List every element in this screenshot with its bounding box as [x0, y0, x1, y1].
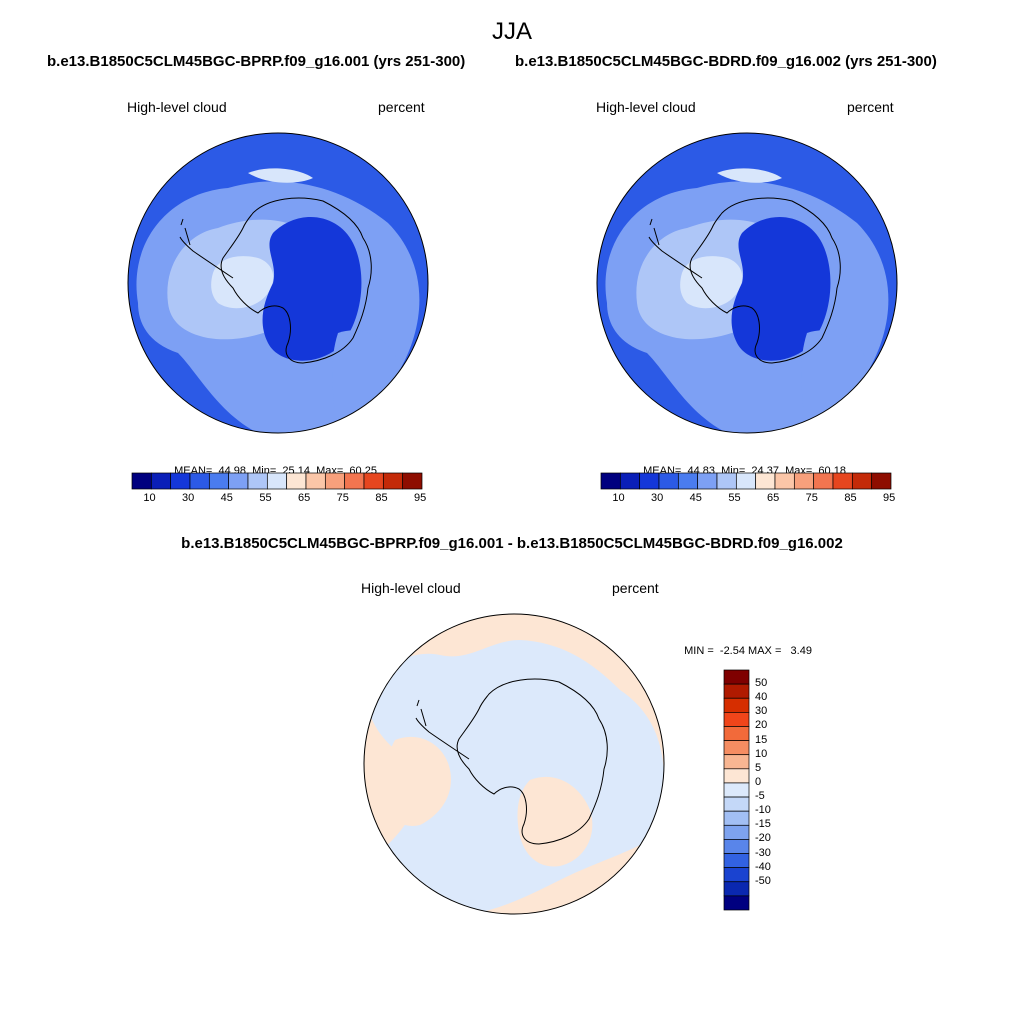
panel-b-colorbar-cell: [716, 472, 737, 490]
panel-a-colorbar-cell: [189, 472, 210, 490]
panel-diff-colorbar-cell: [723, 754, 750, 770]
panel-diff-colorbar-tick-label: -50: [755, 874, 771, 887]
panel-b-colorbar-cell: [871, 472, 892, 490]
panel-b-colorbar-cell: [619, 472, 641, 490]
panel-b-map: [597, 133, 897, 433]
panel-a-colorbar-tick-label: 30: [182, 492, 195, 504]
panel-a-map: [128, 133, 428, 433]
panel-b-colorbar-cell: [813, 472, 834, 490]
panel-b-colorbar-tick-label: 30: [651, 492, 664, 504]
panel-b-colorbar-cell: [755, 472, 776, 490]
panel-diff-colorbar-cell: [723, 895, 750, 911]
panel-b-colorbar-cell: [600, 472, 621, 490]
panel-diff-colorbar-tick-label: 20: [755, 719, 768, 732]
panel-a-colorbar-cell: [150, 472, 172, 490]
panel-a-colorbar-cell: [402, 472, 423, 490]
panel-a-colorbar-cell: [363, 472, 384, 490]
panel-diff-boundary: [363, 613, 665, 915]
panel-a-units: percent: [378, 99, 425, 115]
panel-a-variable: High-level cloud: [127, 99, 227, 115]
panel-b-colorbar: [600, 472, 892, 490]
panel-a-colorbar-cell: [228, 472, 249, 490]
panel-diff-colorbar-cell: [723, 697, 750, 713]
panel-b-colorbar-cell: [851, 472, 873, 490]
panel-a-colorbar-cell: [305, 472, 326, 490]
panel-diff-colorbar-cell: [723, 683, 750, 699]
panel-b-colorbar-cell: [735, 472, 757, 490]
panel-diff-colorbar-tick-label: 10: [755, 747, 768, 760]
panel-b-units: percent: [847, 99, 894, 115]
panel-diff-colorbar-tick-label: -5: [755, 790, 765, 803]
panel-a-colorbar-cell: [286, 472, 307, 490]
panel-b-colorbar-cell: [774, 472, 795, 490]
panel-b-colorbar-cell: [832, 472, 853, 490]
panel-diff-colorbar-tick-label: -20: [755, 832, 771, 845]
panel-a-colorbar: [131, 472, 423, 490]
panel-diff-colorbar-tick-label: -10: [755, 804, 771, 817]
case-a-title: b.e13.B1850C5CLM45BGC-BPRP.f09_g16.001 (…: [47, 53, 466, 70]
panel-diff-colorbar-cell: [723, 782, 750, 798]
panel-a-colorbar-tick-label: 10: [143, 492, 156, 504]
panel-diff-colorbar-cell: [723, 669, 750, 685]
panel-diff-map: [364, 614, 664, 914]
panel-a-colorbar-cell: [266, 472, 288, 490]
panel-b-boundary: [596, 132, 898, 434]
panel-diff-colorbar-tick-label: -40: [755, 860, 771, 873]
panel-diff-colorbar-cell: [723, 768, 750, 784]
panel-diff-colorbar-cell: [723, 712, 750, 727]
panel-a-boundary: [127, 132, 429, 434]
panel-diff-colorbar-tick-label: 15: [755, 733, 768, 746]
panel-b-colorbar-cell: [793, 472, 815, 490]
panel-diff-colorbar-cell: [723, 726, 750, 741]
panel-diff-colorbar-cell: [723, 810, 750, 826]
panel-b-colorbar-cell: [677, 472, 699, 490]
panel-a-colorbar-tick-label: 65: [298, 492, 311, 504]
panel-diff-colorbar: [723, 669, 750, 911]
panel-b-colorbar-cell: [697, 472, 718, 490]
panel-diff-colorbar-cell: [723, 796, 750, 812]
panel-b-colorbar-tick-label: 10: [612, 492, 625, 504]
panel-b-colorbar-tick-label: 65: [767, 492, 780, 504]
panel-diff-colorbar-cell: [723, 839, 750, 854]
panel-b-colorbar-tick-label: 95: [883, 492, 896, 504]
panel-diff-colorbar-tick-label: -15: [755, 818, 771, 831]
panel-b-colorbar-tick-label: 75: [805, 492, 818, 504]
panel-diff-colorbar-tick-label: 0: [755, 775, 762, 788]
panel-diff-colorbar-tick-label: 30: [755, 705, 768, 718]
panel-diff-colorbar-cell: [723, 881, 750, 897]
panel-diff-variable: High-level cloud: [361, 580, 461, 596]
panel-a-colorbar-cell: [208, 472, 230, 490]
case-b-title: b.e13.B1850C5CLM45BGC-BDRD.f09_g16.002 (…: [515, 53, 937, 70]
panel-b-colorbar-tick-label: 85: [844, 492, 857, 504]
panel-a-colorbar-cell: [344, 472, 365, 490]
panel-diff-colorbar-tick-label: 5: [755, 761, 762, 774]
panel-a-colorbar-cell: [382, 472, 404, 490]
panel-a-colorbar-cell: [170, 472, 191, 490]
panel-a-colorbar-cell: [131, 472, 152, 490]
panel-a-colorbar-tick-label: 45: [220, 492, 233, 504]
panel-b-colorbar-tick-label: 45: [689, 492, 702, 504]
panel-diff-colorbar-cell: [723, 867, 750, 883]
panel-a-colorbar-tick-label: 75: [336, 492, 349, 504]
panel-b-variable: High-level cloud: [596, 99, 696, 115]
panel-diff-colorbar-cell: [723, 853, 750, 868]
panel-a-colorbar-cell: [247, 472, 268, 490]
panel-diff-colorbar-tick-label: -30: [755, 846, 771, 859]
panel-a-colorbar-cell: [324, 472, 346, 490]
panel-diff-units: percent: [612, 580, 659, 596]
panel-b-colorbar-cell: [639, 472, 660, 490]
panel-diff-stats: MIN = -2.54 MAX = 3.49: [684, 645, 812, 657]
panel-a-colorbar-tick-label: 85: [375, 492, 388, 504]
panel-diff-colorbar-tick-label: 40: [755, 691, 768, 704]
panel-a-colorbar-tick-label: 55: [259, 492, 272, 504]
difference-title: b.e13.B1850C5CLM45BGC-BPRP.f09_g16.001 -…: [181, 535, 843, 552]
panel-b-colorbar-tick-label: 55: [728, 492, 741, 504]
panel-diff-colorbar-cell: [723, 824, 750, 840]
season-title: JJA: [491, 18, 532, 45]
panel-diff-colorbar-cell: [723, 740, 750, 756]
panel-b-colorbar-cell: [658, 472, 679, 490]
panel-a-colorbar-tick-label: 95: [414, 492, 427, 504]
panel-diff-colorbar-tick-label: 50: [755, 677, 768, 690]
